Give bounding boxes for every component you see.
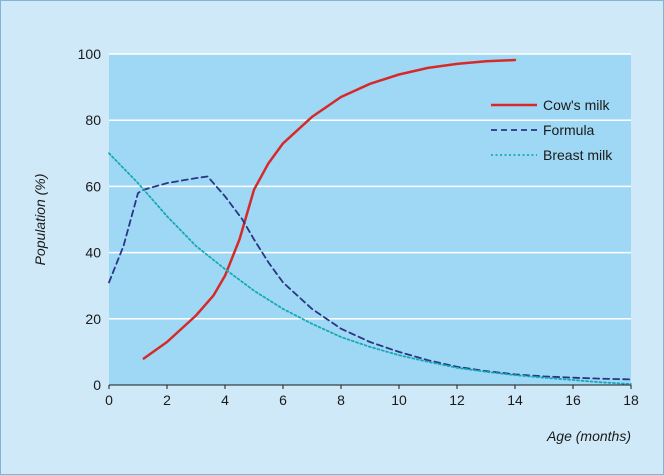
legend: Cow's milk Formula Breast milk — [491, 97, 613, 163]
x-tick-label: 16 — [565, 392, 581, 408]
x-tick-label: 18 — [623, 392, 639, 408]
x-tick-label: 6 — [279, 392, 287, 408]
x-tick-label: 8 — [337, 392, 345, 408]
y-tick-label: 20 — [85, 311, 101, 327]
y-tick-label: 80 — [85, 112, 101, 128]
x-axis-ticks: 0 2 4 6 8 10 12 14 16 18 — [105, 385, 639, 408]
x-tick-label: 12 — [449, 392, 465, 408]
y-tick-label: 60 — [85, 178, 101, 194]
y-axis-ticks: 0 20 40 60 80 100 — [78, 46, 102, 393]
y-tick-label: 0 — [93, 377, 101, 393]
x-tick-label: 2 — [163, 392, 171, 408]
y-axis-title: Population (%) — [32, 174, 48, 266]
series-line-0 — [142, 58, 517, 360]
y-tick-label: 100 — [78, 46, 102, 62]
x-tick-label: 4 — [221, 392, 229, 408]
legend-label: Breast milk — [543, 147, 613, 163]
series-line-2 — [108, 152, 632, 385]
y-tick-label: 40 — [85, 245, 101, 261]
x-tick-label: 10 — [391, 392, 407, 408]
legend-label: Formula — [543, 122, 595, 138]
gridlines — [109, 53, 631, 320]
x-tick-label: 0 — [105, 392, 113, 408]
plot-area — [109, 54, 631, 385]
legend-label: Cow's milk — [543, 97, 610, 113]
x-axis-title: Age (months) — [546, 428, 631, 444]
series-lines — [108, 58, 632, 385]
x-tick-label: 14 — [507, 392, 523, 408]
